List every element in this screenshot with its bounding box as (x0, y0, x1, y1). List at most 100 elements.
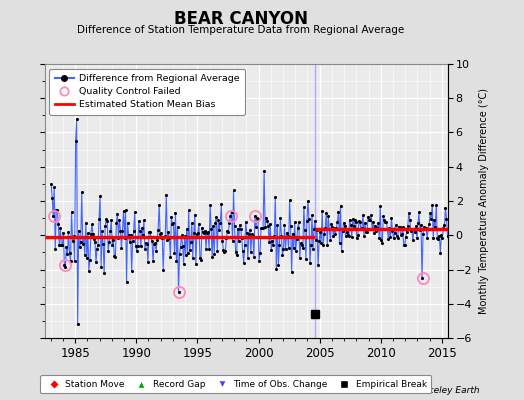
Point (196, 256, 205, 263)
Point (241, 242, 249, 248)
Point (277, 233, 286, 239)
Point (301, 227, 309, 233)
Point (252, 224, 260, 230)
Point (91, 239, 99, 245)
Point (148, 238, 156, 244)
Point (180, 232, 189, 239)
Point (281, 246, 290, 253)
Point (155, 202, 163, 208)
Point (161, 233, 169, 239)
Point (215, 227, 223, 233)
Point (376, 203, 385, 209)
Point (247, 249, 255, 255)
Point (370, 230, 378, 236)
Point (303, 218, 311, 224)
Point (439, 224, 447, 231)
Point (48, 194, 57, 201)
Point (352, 219, 360, 226)
Point (313, 227, 321, 233)
Point (267, 247, 276, 253)
Point (90, 236, 98, 242)
Point (108, 242, 116, 248)
Point (406, 216, 414, 223)
Point (408, 226, 416, 233)
Point (288, 230, 297, 237)
Point (334, 208, 343, 215)
Point (377, 237, 386, 244)
Point (168, 221, 177, 227)
Point (426, 210, 434, 216)
Point (395, 223, 403, 230)
Point (422, 225, 430, 231)
Point (394, 235, 402, 242)
Point (84, 230, 92, 236)
Point (211, 220, 220, 227)
Point (410, 226, 418, 233)
Point (202, 246, 210, 252)
Point (158, 235, 167, 242)
Point (182, 226, 191, 232)
Point (63, 251, 72, 258)
Point (256, 250, 264, 256)
Point (82, 220, 90, 226)
Point (151, 240, 159, 246)
Point (117, 245, 126, 251)
Point (268, 238, 277, 244)
Point (343, 232, 352, 238)
Legend: Difference from Regional Average, Quality Control Failed, Estimated Station Mean: Difference from Regional Average, Qualit… (49, 69, 245, 115)
Point (347, 234, 356, 240)
Point (85, 267, 93, 274)
Point (433, 235, 442, 242)
Point (335, 240, 344, 246)
Point (388, 228, 397, 234)
Point (345, 216, 354, 223)
Point (446, 241, 455, 247)
Point (333, 219, 342, 225)
Point (414, 220, 422, 227)
Point (432, 202, 441, 208)
Point (429, 234, 438, 241)
Point (366, 217, 374, 224)
Point (321, 225, 330, 231)
Point (75, 244, 84, 250)
Point (309, 246, 317, 252)
Point (95, 216, 103, 222)
Point (294, 219, 303, 225)
Point (261, 224, 269, 230)
Point (212, 214, 221, 220)
Point (330, 225, 339, 232)
Point (273, 222, 281, 228)
Point (121, 234, 129, 241)
Point (134, 242, 142, 249)
Point (54, 221, 62, 227)
Point (81, 252, 89, 258)
Point (265, 239, 274, 246)
Point (115, 216, 124, 223)
Point (136, 228, 144, 234)
Point (304, 198, 312, 204)
Point (119, 208, 128, 214)
Point (438, 234, 446, 241)
Point (282, 230, 291, 236)
Point (177, 244, 185, 250)
Point (69, 233, 78, 239)
Point (323, 242, 332, 248)
Point (396, 223, 404, 230)
Point (100, 270, 108, 276)
Point (286, 197, 294, 204)
Point (359, 212, 367, 218)
Point (341, 223, 349, 229)
Point (361, 220, 369, 226)
Point (375, 235, 384, 242)
Point (222, 235, 231, 242)
Point (92, 259, 100, 266)
Point (59, 230, 68, 236)
Point (123, 279, 131, 285)
Point (227, 209, 236, 215)
Text: Berkeley Earth: Berkeley Earth (413, 386, 479, 395)
Point (244, 255, 252, 262)
Point (150, 241, 158, 247)
Point (105, 239, 113, 246)
Point (243, 230, 251, 236)
Point (317, 240, 325, 246)
